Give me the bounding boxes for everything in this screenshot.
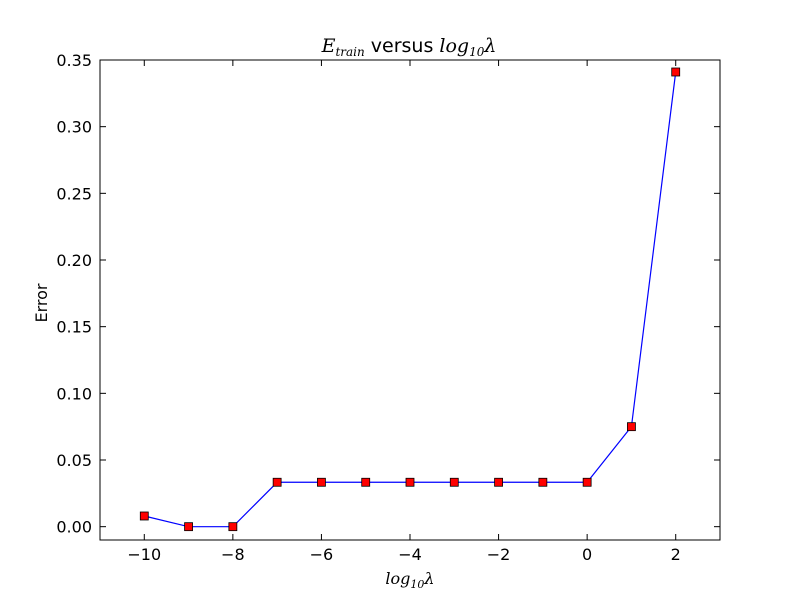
data-point-marker <box>494 477 503 487</box>
x-tick-label: −8 <box>221 545 245 564</box>
x-axis-label: log10λ <box>385 569 434 591</box>
title-math-sub: train <box>335 45 364 59</box>
data-point-marker <box>139 511 149 521</box>
title-math-base: E <box>321 35 336 57</box>
data-point-marker <box>449 477 459 487</box>
data-point-marker <box>184 522 193 532</box>
x-axis-label-symbol: λ <box>423 569 434 588</box>
y-axis-label: Error <box>32 283 51 322</box>
title-math-tail: log <box>439 35 469 57</box>
plot-frame <box>99 59 721 541</box>
series-line <box>144 71 677 528</box>
x-axis-label-base: log <box>385 569 410 588</box>
data-point-marker <box>671 67 681 77</box>
y-tick-label: 0.35 <box>56 51 92 70</box>
y-tick-label: 0.30 <box>56 118 92 137</box>
plot-area <box>139 67 681 532</box>
y-tick-label: 0.25 <box>56 184 92 203</box>
x-tick-label: 0 <box>582 545 592 564</box>
data-point-marker <box>361 477 371 487</box>
data-point-marker <box>272 477 282 487</box>
x-tick-label: −4 <box>398 545 422 564</box>
data-point-marker <box>228 522 238 532</box>
data-point-marker <box>317 477 326 487</box>
chart-title: Etrain versus log10λ <box>321 35 497 59</box>
x-tick-label: −2 <box>487 545 511 564</box>
data-point-marker <box>627 422 636 432</box>
data-point-marker <box>582 477 592 487</box>
data-point-marker <box>405 477 415 487</box>
y-tick-label: 0.20 <box>56 251 92 270</box>
x-tick-label: −6 <box>310 545 334 564</box>
y-tick-label: 0.15 <box>56 318 92 337</box>
y-tick-label: 0.00 <box>56 518 92 537</box>
title-math-tail-symbol: λ <box>483 35 496 57</box>
axis-ticks: −10 −8 −6 −4 −2 0 2 0.00 0.05 0.10 0.15 0.20 0.25 0.3… <box>56 51 720 564</box>
y-tick-label: 0.05 <box>56 451 92 470</box>
y-tick-label: 0.10 <box>56 384 92 403</box>
title-math-tail-sub: 10 <box>469 45 485 59</box>
data-point-marker <box>538 477 548 487</box>
title-text: versus <box>365 35 440 57</box>
x-tick-label: −10 <box>127 545 161 564</box>
x-tick-label: 2 <box>671 545 681 564</box>
x-axis-label-sub: 10 <box>410 578 424 591</box>
